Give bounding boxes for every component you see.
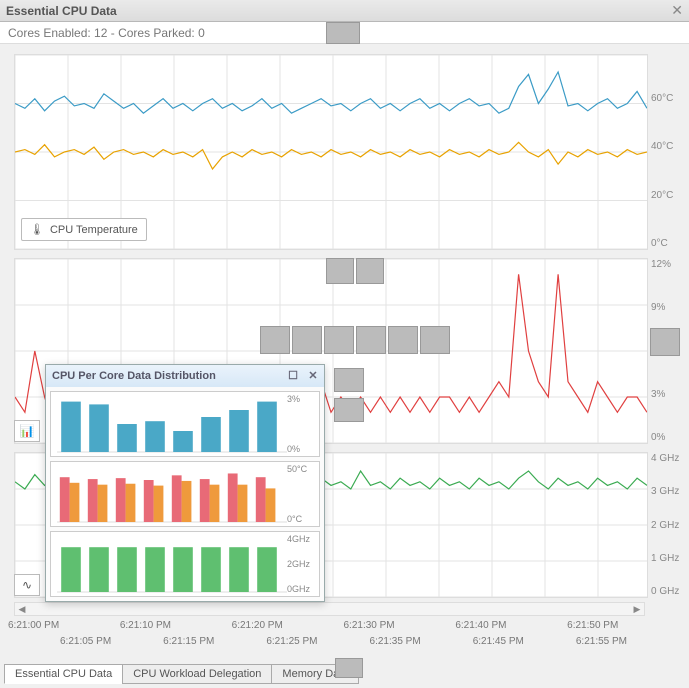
window-titlebar: Essential CPU Data ✕	[0, 0, 689, 22]
maximize-icon[interactable]: ☐	[286, 368, 300, 382]
axis-tick-label: 9%	[651, 302, 687, 313]
gray-block	[335, 658, 363, 678]
time-tick-label: 6:21:20 PM	[232, 620, 344, 631]
axis-tick-label: 40°C	[651, 141, 687, 152]
time-tick-label: 6:21:35 PM	[370, 636, 473, 647]
gray-block	[334, 368, 364, 392]
per-core-popup[interactable]: CPU Per Core Data Distribution ☐ ✕ 3%0% …	[45, 364, 325, 602]
bar-chart-icon: 📊	[20, 424, 35, 438]
time-tick-label: 6:21:55 PM	[576, 636, 679, 647]
popup-body: 3%0% 50°C0°C 4GHz2GHz0GHz	[46, 387, 324, 605]
scroll-left-arrow[interactable]: ◀	[15, 603, 29, 615]
frequency-y-axis: 4 GHz 3 GHz 2 GHz 1 GHz 0 GHz	[651, 453, 687, 597]
time-tick-label: 6:21:15 PM	[163, 636, 266, 647]
gray-block	[260, 326, 290, 354]
axis-tick-label: 3 GHz	[651, 486, 687, 497]
time-tick-label: 6:21:30 PM	[343, 620, 455, 631]
mini-y-axis: 50°C0°C	[287, 462, 317, 526]
axis-tick-label: 20°C	[651, 190, 687, 201]
time-tick-label: 6:21:10 PM	[120, 620, 232, 631]
axis-tick-label: 12%	[651, 259, 687, 270]
close-icon[interactable]: ✕	[671, 2, 683, 19]
tab-bar: Essential CPU DataCPU Workload Delegatio…	[4, 664, 358, 684]
popup-title: CPU Per Core Data Distribution	[52, 370, 216, 382]
axis-tick-label: 2 GHz	[651, 520, 687, 531]
per-core-freq-chart: 4GHz2GHz0GHz	[50, 531, 320, 597]
time-tick-label: 6:21:50 PM	[567, 620, 679, 631]
axis-tick-label: 3%	[651, 389, 687, 400]
time-tick-label: 6:21:25 PM	[266, 636, 369, 647]
time-tick-label: 6:21:05 PM	[60, 636, 163, 647]
temperature-legend: 🌡 CPU Temperature	[21, 218, 147, 241]
gray-block	[356, 326, 386, 354]
axis-tick-label: 0°C	[651, 238, 687, 249]
gray-block	[334, 398, 364, 422]
axis-tick-label: 4 GHz	[651, 453, 687, 464]
temperature-y-axis: 60°C 40°C 20°C 0°C	[651, 55, 687, 249]
resize-handle-top[interactable]	[326, 22, 360, 44]
tab-cpu-workload-delegation[interactable]: CPU Workload Delegation	[122, 664, 272, 684]
axis-tick-label: 0 GHz	[651, 586, 687, 597]
temperature-chart: 60°C40°C20°C0°C 🌡 CPU Temperature	[14, 54, 648, 250]
time-tick-label: 6:21:45 PM	[473, 636, 576, 647]
window-title: Essential CPU Data	[6, 4, 117, 18]
temperature-legend-label: CPU Temperature	[50, 224, 138, 236]
gray-block	[324, 326, 354, 354]
wave-icon: ∿	[22, 578, 32, 592]
mini-y-axis: 4GHz2GHz0GHz	[287, 532, 317, 596]
time-axis-minor: 6:21:05 PM6:21:15 PM6:21:25 PM6:21:35 PM…	[60, 636, 679, 647]
gray-block	[326, 258, 354, 284]
gray-block	[356, 258, 384, 284]
per-core-temp-chart: 50°C0°C	[50, 461, 320, 527]
time-tick-label: 6:21:40 PM	[455, 620, 567, 631]
mini-y-axis: 3%0%	[287, 392, 317, 456]
per-core-usage-chart: 3%0%	[50, 391, 320, 457]
tab-essential-cpu-data[interactable]: Essential CPU Data	[4, 664, 123, 684]
time-axis-major: 6:21:00 PM6:21:10 PM6:21:20 PM6:21:30 PM…	[8, 620, 679, 631]
axis-tick-label: 60°C	[651, 93, 687, 104]
scroll-right-arrow[interactable]: ▶	[630, 603, 644, 615]
popup-close-icon[interactable]: ✕	[306, 368, 320, 382]
thermometer-icon: 🌡	[30, 223, 44, 236]
gray-block	[420, 326, 450, 354]
usage-view-button[interactable]: 📊	[14, 420, 40, 442]
axis-tick-label: 0%	[651, 432, 687, 443]
popup-titlebar[interactable]: CPU Per Core Data Distribution ☐ ✕	[46, 365, 324, 387]
gray-block	[650, 328, 680, 356]
time-tick-label: 6:21:00 PM	[8, 620, 120, 631]
axis-tick-label: 1 GHz	[651, 553, 687, 564]
gray-block	[292, 326, 322, 354]
frequency-view-button[interactable]: ∿	[14, 574, 40, 596]
gray-block	[388, 326, 418, 354]
